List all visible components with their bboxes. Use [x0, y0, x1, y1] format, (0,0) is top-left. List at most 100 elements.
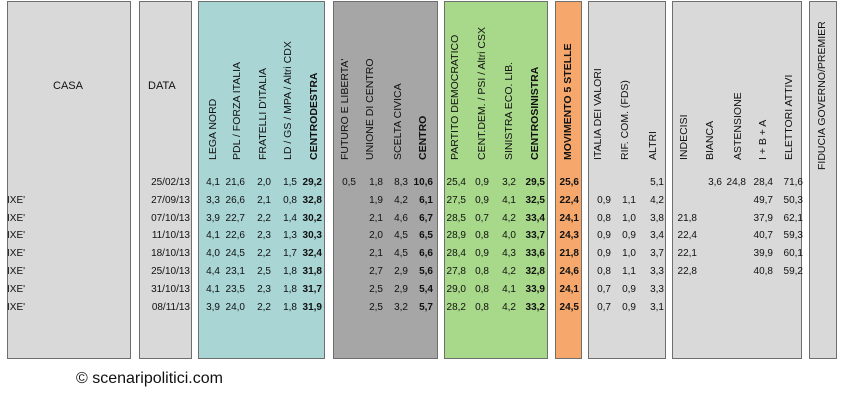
table-cell: 24,0 — [225, 301, 245, 313]
table-cell: 3,2 — [502, 177, 516, 188]
column-header-9: PARTITO DEMOCRATICO — [449, 34, 461, 160]
table-cell: 0,9 — [622, 283, 636, 295]
table-cell: 0,8 — [475, 301, 489, 313]
table-cell: 4,6 — [394, 212, 408, 224]
panel-casa — [7, 1, 131, 359]
table-cell: 23,5 — [225, 283, 245, 295]
table-cell: 0,8 — [475, 230, 489, 242]
row-casa: IXE' — [7, 248, 26, 260]
copyright-text: © scenaripolitici.com — [76, 370, 223, 387]
table-cell: 0,9 — [622, 301, 636, 313]
column-header-11: SINISTRA ECO. LIB. — [503, 61, 515, 160]
table-cell: 2,0 — [257, 177, 271, 188]
table-cell: 0,7 — [597, 283, 611, 295]
row-date: 08/11/13 — [151, 301, 190, 313]
table-cell: 2,1 — [257, 194, 271, 206]
table-cell: 10,6 — [413, 177, 433, 188]
row-casa: IXE' — [7, 230, 26, 242]
table-cell: 40,8 — [753, 266, 773, 277]
table-cell: 60,1 — [783, 248, 803, 260]
table-cell: 21,6 — [225, 177, 245, 188]
table-cell: 21,8 — [559, 248, 579, 260]
table-cell: 6,1 — [419, 194, 433, 206]
table-cell: 4,1 — [206, 230, 220, 242]
table-cell: 23,1 — [225, 266, 245, 277]
table-cell: 25,6 — [559, 177, 579, 188]
table-cell: 1,8 — [369, 177, 383, 188]
panel-fiducia — [809, 1, 837, 359]
table-cell: 3,8 — [650, 212, 664, 224]
panel-centrosinistra — [444, 1, 548, 359]
table-cell: 5,4 — [419, 283, 433, 295]
table-cell: 30,3 — [302, 230, 322, 242]
panel-centro — [333, 1, 438, 359]
table-cell: 2,1 — [369, 248, 383, 260]
table-cell: 0,9 — [597, 248, 611, 260]
table-cell: 22,4 — [559, 194, 579, 206]
table-cell: 28,9 — [446, 230, 466, 242]
column-header-19: ASTENSIONE — [732, 92, 744, 160]
table-cell: 59,2 — [783, 266, 803, 277]
table-cell: 33,4 — [525, 212, 545, 224]
row-date: 27/09/13 — [151, 194, 190, 206]
table-cell: 8,3 — [394, 177, 408, 188]
table-cell: 28,5 — [446, 212, 466, 224]
panel-movimento5stelle — [555, 1, 582, 359]
column-header-6: UNIONE DI CENTRO — [364, 58, 376, 160]
table-cell: 24,5 — [559, 301, 579, 313]
table-cell: 32,8 — [525, 266, 545, 277]
table-cell: 24,5 — [225, 248, 245, 260]
column-header-8: CENTRO — [417, 115, 429, 160]
table-cell: 2,5 — [369, 301, 383, 313]
table-cell: 6,6 — [419, 248, 433, 260]
table-cell: 0,8 — [597, 266, 611, 277]
column-header-15: RIF. COM. (FDS) — [619, 80, 631, 160]
table-cell: 4,1 — [502, 283, 516, 295]
table-cell: 4,4 — [206, 266, 220, 277]
table-cell: 0,9 — [597, 194, 611, 206]
table-cell: 1,8 — [283, 301, 297, 313]
row-casa: IXE' — [7, 301, 26, 313]
table-cell: 21,8 — [677, 212, 697, 224]
table-cell: 4,1 — [206, 177, 220, 188]
table-cell: 1,8 — [283, 266, 297, 277]
table-cell: 33,7 — [525, 230, 545, 242]
panel-altri — [588, 1, 666, 359]
table-cell: 1,1 — [622, 194, 636, 206]
table-cell: 59,3 — [783, 230, 803, 242]
table-cell: 50,3 — [783, 194, 803, 206]
table-cell: 25,4 — [446, 177, 466, 188]
table-cell: 31,9 — [302, 301, 322, 313]
table-cell: 4,3 — [502, 248, 516, 260]
table-cell: 4,0 — [502, 230, 516, 242]
row-casa: IXE' — [7, 212, 26, 224]
table-cell: 2,5 — [369, 283, 383, 295]
column-header-18: BIANCA — [704, 120, 716, 160]
table-cell: 4,2 — [394, 194, 408, 206]
table-cell: 1,8 — [283, 283, 297, 295]
table-cell: 3,6 — [708, 177, 722, 188]
table-cell: 2,2 — [257, 212, 271, 224]
table-cell: 39,9 — [753, 248, 773, 260]
table-cell: 4,1 — [502, 194, 516, 206]
table-cell: 3,7 — [650, 248, 664, 260]
table-cell: 31,7 — [302, 283, 322, 295]
table-cell: 3,2 — [394, 301, 408, 313]
table-cell: 0,7 — [475, 212, 489, 224]
column-header-0: LEGA NORD — [207, 98, 219, 160]
table-cell: 1,1 — [622, 266, 636, 277]
table-cell: 3,9 — [206, 301, 220, 313]
column-header-4: CENTRODESTRA — [308, 72, 320, 160]
table-cell: 5,7 — [419, 301, 433, 313]
column-header-14: ITALIA DEI VALORI — [592, 68, 604, 160]
table-cell: 40,7 — [753, 230, 773, 242]
table-cell: 37,9 — [753, 212, 773, 224]
table-cell: 22,7 — [225, 212, 245, 224]
row-date: 25/02/13 — [151, 177, 190, 188]
table-cell: 6,7 — [419, 212, 433, 224]
table-cell: 2,9 — [394, 266, 408, 277]
table-cell: 3,9 — [206, 212, 220, 224]
table-cell: 0,9 — [597, 230, 611, 242]
table-cell: 1,5 — [283, 177, 297, 188]
table-cell: 22,8 — [677, 266, 697, 277]
